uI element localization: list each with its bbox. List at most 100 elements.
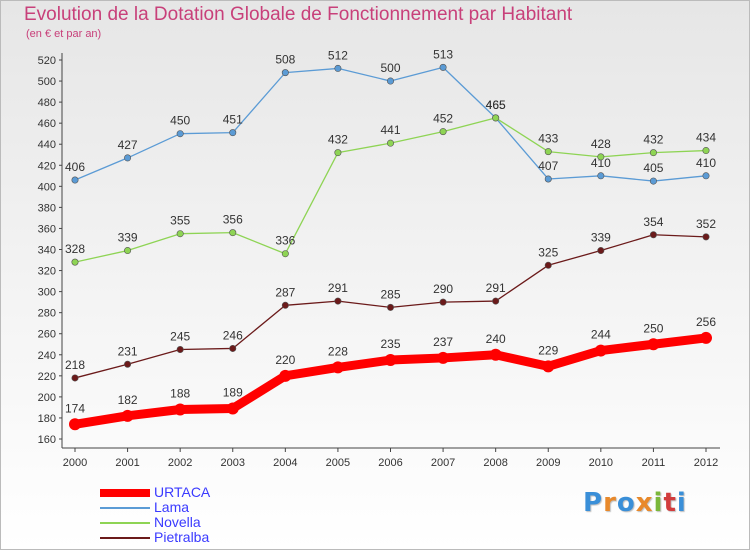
data-point-lama <box>334 64 342 72</box>
data-point-urtaca <box>700 331 712 344</box>
y-tick-label: 180 <box>38 413 56 425</box>
data-point-pietralba <box>334 297 342 305</box>
data-point-pietralba <box>176 346 184 354</box>
data-point-pietralba <box>386 303 394 311</box>
data-label-novella: 356 <box>223 213 243 227</box>
data-label-pietralba: 352 <box>696 217 716 231</box>
data-point-lama <box>702 172 710 180</box>
x-tick-label: 2010 <box>589 457 613 469</box>
data-point-lama <box>597 172 605 180</box>
y-tick-label: 240 <box>38 350 56 362</box>
x-tick-label: 2001 <box>115 457 139 469</box>
legend-label: Pietralba <box>154 529 210 545</box>
data-point-urtaca <box>226 402 239 415</box>
data-label-lama: 406 <box>65 160 85 174</box>
data-point-novella <box>229 229 237 237</box>
data-label-pietralba: 290 <box>433 282 453 296</box>
data-label-novella: 433 <box>538 132 558 146</box>
x-tick-label: 2004 <box>273 457 297 469</box>
data-point-urtaca <box>384 354 397 367</box>
data-label-novella: 465 <box>486 98 506 112</box>
data-point-urtaca <box>279 369 292 382</box>
data-point-pietralba <box>702 233 710 241</box>
y-tick-label: 480 <box>38 97 56 109</box>
x-tick-label: 2000 <box>63 457 87 469</box>
data-point-novella <box>649 149 657 157</box>
data-label-novella: 441 <box>380 123 400 137</box>
data-label-urtaca: 188 <box>170 387 190 401</box>
data-label-lama: 450 <box>170 114 190 128</box>
data-point-lama <box>176 130 184 138</box>
x-tick-label: 2012 <box>694 457 718 469</box>
data-label-urtaca: 256 <box>696 315 716 329</box>
data-point-lama <box>71 176 79 184</box>
data-label-urtaca: 240 <box>486 332 506 346</box>
x-tick-label: 2005 <box>326 457 350 469</box>
data-point-novella <box>544 148 552 156</box>
y-tick-label: 300 <box>38 287 56 299</box>
data-label-pietralba: 287 <box>275 285 295 299</box>
data-point-pietralba <box>544 261 552 269</box>
data-label-novella: 434 <box>696 131 716 145</box>
x-tick-label: 2006 <box>378 457 402 469</box>
data-label-pietralba: 231 <box>118 344 138 358</box>
y-tick-label: 380 <box>38 202 56 214</box>
data-label-novella: 336 <box>275 234 295 248</box>
data-label-lama: 500 <box>380 61 400 75</box>
x-tick-label: 2007 <box>431 457 455 469</box>
data-label-lama: 407 <box>538 159 558 173</box>
data-label-urtaca: 237 <box>433 335 453 349</box>
data-point-urtaca <box>594 344 607 357</box>
x-tick-label: 2002 <box>168 457 192 469</box>
data-label-urtaca: 244 <box>591 328 611 342</box>
data-label-urtaca: 220 <box>275 353 295 367</box>
proxiti-logo: Proxiti <box>583 488 687 518</box>
y-tick-label: 220 <box>38 371 56 383</box>
data-label-urtaca: 182 <box>118 393 138 407</box>
data-label-pietralba: 339 <box>591 231 611 245</box>
data-point-urtaca <box>121 409 134 422</box>
data-label-urtaca: 250 <box>643 321 663 335</box>
data-point-lama <box>229 129 237 137</box>
data-label-novella: 452 <box>433 112 453 126</box>
series-line-novella <box>74 117 707 263</box>
data-point-novella <box>334 149 342 157</box>
data-point-pietralba <box>71 374 79 382</box>
data-label-pietralba: 291 <box>328 281 348 295</box>
legend-swatch <box>100 489 150 497</box>
data-point-urtaca <box>174 403 187 416</box>
data-label-lama: 405 <box>643 161 663 175</box>
legend-swatch <box>100 522 150 524</box>
data-label-lama: 427 <box>118 138 138 152</box>
y-tick-label: 500 <box>38 76 56 88</box>
data-label-lama: 512 <box>328 48 348 62</box>
data-label-pietralba: 245 <box>170 330 190 344</box>
y-tick-label: 280 <box>38 308 56 320</box>
data-point-pietralba <box>229 344 237 352</box>
data-label-novella: 432 <box>643 133 663 147</box>
data-label-lama: 508 <box>275 53 295 67</box>
legend-swatch <box>100 507 150 509</box>
y-tick-label: 340 <box>38 245 56 257</box>
data-point-novella <box>386 139 394 147</box>
data-point-lama <box>124 154 132 162</box>
data-point-lama <box>281 69 289 77</box>
data-point-novella <box>71 258 79 266</box>
data-point-pietralba <box>649 231 657 239</box>
data-label-lama: 410 <box>696 156 716 170</box>
data-point-pietralba <box>439 298 447 306</box>
y-tick-label: 200 <box>38 392 56 404</box>
data-point-novella <box>597 153 605 161</box>
data-label-pietralba: 246 <box>223 328 243 342</box>
data-point-pietralba <box>281 301 289 309</box>
y-tick-label: 420 <box>38 160 56 172</box>
x-tick-label: 2009 <box>536 457 560 469</box>
legend-label: URTACA <box>154 484 211 500</box>
data-label-novella: 432 <box>328 133 348 147</box>
x-tick-label: 2008 <box>483 457 507 469</box>
data-point-lama <box>649 177 657 185</box>
data-label-novella: 339 <box>118 231 138 245</box>
data-point-pietralba <box>124 360 132 368</box>
data-point-novella <box>124 247 132 255</box>
data-label-urtaca: 228 <box>328 344 348 358</box>
